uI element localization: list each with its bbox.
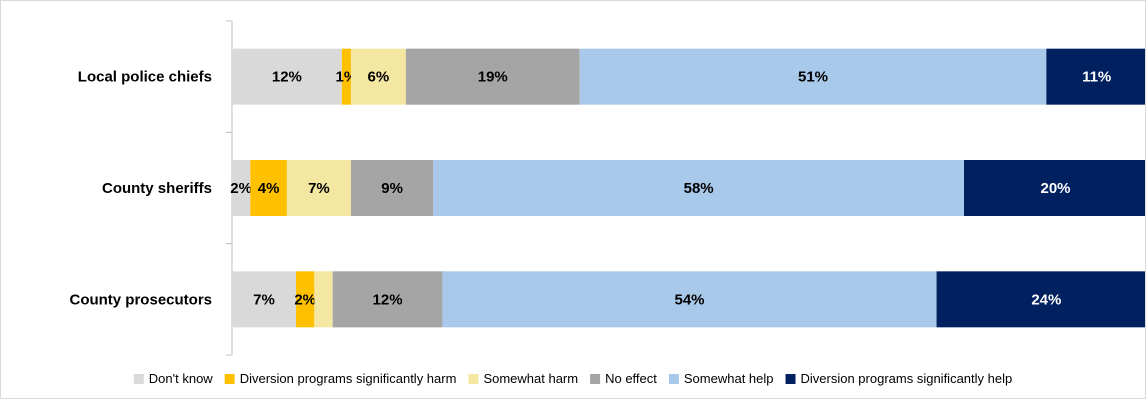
legend-swatch-don-t-know: [133, 374, 144, 384]
category-label-county-prosecutors: County prosecutors: [69, 291, 212, 308]
category-label-local-police-chiefs: Local police chiefs: [78, 69, 212, 86]
legend-label-somewhat-harm: Somewhat harm: [483, 371, 578, 386]
data-label-diversion-programs-significantly-help-county-sheriffs: 20%: [1040, 180, 1070, 197]
legend-swatch-no-effect: [590, 374, 601, 384]
bar-don-t-know-county-prosecutors: [232, 271, 297, 328]
legend-label-somewhat-help: Somewhat help: [684, 371, 774, 386]
data-label-somewhat-help-county-prosecutors: 54%: [674, 291, 704, 308]
legend-swatch-somewhat-harm: [468, 374, 479, 384]
legend-swatch-diversion-programs-significantly-harm: [224, 374, 235, 384]
bar-somewhat-harm-county-prosecutors: [314, 271, 333, 328]
bar-don-t-know-local-police-chiefs: [232, 48, 342, 105]
bar-somewhat-help-county-sheriffs: [433, 160, 964, 216]
data-label-no-effect-county-prosecutors: 12%: [373, 291, 403, 308]
bar-don-t-know-county-sheriffs: [232, 160, 251, 216]
data-label-no-effect-county-sheriffs: 9%: [381, 180, 403, 197]
bar-diversion-programs-significantly-harm-county-sheriffs: [250, 160, 287, 216]
legend-label-diversion-programs-significantly-harm: Diversion programs significantly harm: [240, 371, 457, 386]
bar-diversion-programs-significantly-help-county-prosecutors: [936, 271, 1145, 328]
bar-no-effect-county-prosecutors: [332, 271, 443, 328]
bar-diversion-programs-significantly-harm-county-prosecutors: [296, 271, 315, 328]
bar-no-effect-local-police-chiefs: [405, 48, 580, 105]
data-label-diversion-programs-significantly-harm-county-prosecutors: 2%: [294, 291, 316, 308]
legend-label-don-t-know: Don't know: [149, 371, 214, 386]
legend-swatch-diversion-programs-significantly-help: [785, 374, 796, 384]
data-label-diversion-programs-significantly-harm-county-sheriffs: 4%: [258, 180, 280, 197]
data-label-no-effect-local-police-chiefs: 19%: [478, 69, 508, 86]
bar-no-effect-county-sheriffs: [350, 160, 434, 216]
bar-diversion-programs-significantly-harm-local-police-chiefs: [341, 48, 351, 105]
data-label-somewhat-help-local-police-chiefs: 51%: [798, 69, 828, 86]
data-label-somewhat-help-county-sheriffs: 58%: [684, 180, 714, 197]
bar-somewhat-help-county-prosecutors: [442, 271, 937, 328]
data-label-don-t-know-local-police-chiefs: 12%: [272, 69, 302, 86]
legend-label-no-effect: No effect: [605, 371, 657, 386]
bar-diversion-programs-significantly-help-local-police-chiefs: [1046, 48, 1145, 105]
bar-somewhat-harm-county-sheriffs: [286, 160, 351, 216]
bar-somewhat-help-local-police-chiefs: [579, 48, 1047, 105]
legend-label-diversion-programs-significantly-help: Diversion programs significantly help: [801, 371, 1013, 386]
data-label-don-t-know-county-prosecutors: 7%: [253, 291, 275, 308]
data-label-don-t-know-county-sheriffs: 2%: [230, 180, 252, 197]
bar-somewhat-harm-local-police-chiefs: [350, 48, 406, 105]
data-label-diversion-programs-significantly-help-county-prosecutors: 24%: [1031, 291, 1061, 308]
bar-diversion-programs-significantly-help-county-sheriffs: [964, 160, 1145, 216]
legend-swatch-somewhat-help: [668, 374, 679, 384]
category-label-county-sheriffs: County sheriffs: [102, 180, 212, 197]
data-label-somewhat-harm-county-sheriffs: 7%: [308, 180, 330, 197]
data-label-diversion-programs-significantly-help-local-police-chiefs: 11%: [1082, 69, 1111, 86]
data-label-somewhat-harm-local-police-chiefs: 6%: [368, 69, 390, 86]
